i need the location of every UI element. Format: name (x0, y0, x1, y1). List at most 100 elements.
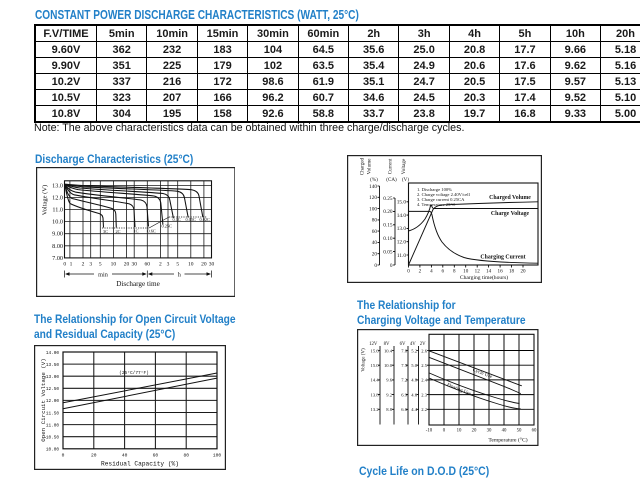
svg-text:(25°C/77°F): (25°C/77°F) (119, 370, 149, 376)
svg-text:50: 50 (517, 429, 522, 434)
svg-text:2.6: 2.6 (421, 348, 427, 353)
svg-text:2.4: 2.4 (421, 378, 427, 383)
svg-text:-10: -10 (426, 429, 433, 434)
svg-text:30: 30 (208, 262, 214, 268)
svg-text:140: 140 (369, 184, 377, 190)
svg-text:4: 4 (430, 269, 433, 275)
svg-text:0: 0 (443, 429, 446, 434)
svg-text:6.6: 6.6 (401, 407, 407, 412)
svg-text:Residual Capacity (%): Residual Capacity (%) (101, 461, 179, 468)
svg-text:80: 80 (372, 218, 378, 224)
svg-text:Discharge time: Discharge time (116, 280, 160, 288)
svg-text:6: 6 (442, 269, 445, 275)
svg-text:15.0: 15.0 (397, 200, 407, 206)
svg-text:7.2: 7.2 (401, 378, 407, 383)
svg-text:13.0: 13.0 (397, 226, 407, 232)
svg-text:14.0: 14.0 (397, 213, 407, 219)
svg-text:40: 40 (372, 240, 378, 246)
svg-text:0.1C: 0.1C (172, 217, 180, 222)
svg-text:20: 20 (91, 453, 97, 459)
svg-text:1C: 1C (133, 229, 138, 234)
svg-text:15.0: 15.0 (371, 363, 380, 368)
svg-text:0: 0 (62, 453, 65, 459)
svg-text:Voltage (V): Voltage (V) (41, 185, 48, 215)
svg-text:(%): (%) (370, 176, 378, 183)
svg-text:4.6: 4.6 (411, 392, 417, 397)
svg-text:60: 60 (144, 262, 150, 268)
svg-text:11.0: 11.0 (52, 207, 63, 214)
svg-text:3C: 3C (103, 229, 108, 234)
svg-text:(V): (V) (402, 176, 409, 183)
svg-text:0.25: 0.25 (383, 196, 393, 202)
svg-text:0: 0 (390, 263, 393, 269)
svg-text:12.0: 12.0 (52, 195, 63, 202)
svg-text:(CA): (CA) (386, 176, 397, 183)
svg-text:13.8: 13.8 (371, 392, 380, 397)
svg-text:40: 40 (122, 453, 128, 459)
svg-text:Charged Volume: Charged Volume (489, 195, 531, 201)
svg-text:min: min (98, 271, 108, 278)
svg-text:14: 14 (486, 269, 492, 275)
svg-text:Voltage: Voltage (401, 158, 407, 174)
svg-text:10: 10 (188, 262, 194, 268)
svg-text:15.6: 15.6 (371, 348, 380, 353)
svg-text:0.05: 0.05 (383, 249, 393, 255)
svg-text:100: 100 (213, 453, 222, 459)
svg-text:11.0: 11.0 (397, 253, 406, 259)
svg-text:7.00: 7.00 (52, 255, 63, 262)
svg-text:40: 40 (502, 429, 507, 434)
svg-text:0: 0 (407, 269, 410, 275)
svg-text:0.20: 0.20 (383, 209, 393, 215)
svg-text:7.8: 7.8 (401, 348, 407, 353)
svg-text:8.00: 8.00 (52, 243, 63, 250)
svg-text:2V: 2V (420, 342, 426, 347)
svg-text:4.8: 4.8 (411, 378, 417, 383)
svg-text:8V: 8V (384, 342, 390, 347)
svg-text:Temperature (°C): Temperature (°C) (488, 437, 527, 444)
svg-text:11.50: 11.50 (46, 411, 60, 416)
svg-text:11.00: 11.00 (46, 423, 60, 428)
svg-text:20: 20 (201, 262, 207, 268)
svg-text:20: 20 (472, 429, 477, 434)
svg-text:7.5: 7.5 (401, 363, 407, 368)
svg-text:10.4: 10.4 (384, 348, 393, 353)
svg-text:5.0: 5.0 (411, 363, 417, 368)
svg-text:20: 20 (372, 252, 378, 258)
svg-text:Charging Current: Charging Current (480, 254, 525, 260)
svg-text:0: 0 (374, 263, 377, 269)
svg-text:8.8: 8.8 (386, 407, 392, 412)
svg-text:3. Charge current 0.25CA: 3. Charge current 0.25CA (417, 197, 465, 202)
svg-text:5: 5 (176, 262, 179, 268)
svg-text:60: 60 (532, 429, 537, 434)
svg-text:3: 3 (166, 262, 169, 268)
svg-text:2. Charge voltage 2.40V/cell: 2. Charge voltage 2.40V/cell (417, 192, 471, 197)
svg-text:h: h (177, 271, 181, 278)
svg-text:Voltage (V): Voltage (V) (362, 348, 367, 372)
svg-text:Charged: Charged (360, 157, 366, 175)
svg-text:3: 3 (89, 262, 92, 268)
svg-text:100: 100 (369, 206, 377, 212)
svg-text:6V: 6V (400, 342, 406, 347)
svg-text:20: 20 (123, 262, 129, 268)
svg-text:12.00: 12.00 (46, 399, 60, 404)
svg-text:4V: 4V (410, 342, 416, 347)
svg-text:0.05C: 0.05C (185, 217, 196, 222)
svg-text:9.2: 9.2 (386, 392, 392, 397)
svg-text:12.50: 12.50 (46, 387, 60, 392)
svg-text:20: 20 (520, 269, 526, 275)
svg-text:9.00: 9.00 (52, 231, 63, 238)
svg-text:10.00: 10.00 (46, 448, 60, 453)
svg-text:10: 10 (463, 269, 469, 275)
svg-text:80: 80 (183, 453, 189, 459)
svg-text:2: 2 (419, 269, 422, 275)
svg-text:2: 2 (159, 262, 162, 268)
svg-text:9.6: 9.6 (386, 378, 392, 383)
svg-text:Charging time(hours): Charging time(hours) (460, 274, 508, 281)
svg-text:Charge Voltage: Charge Voltage (491, 211, 530, 217)
svg-text:2.3: 2.3 (421, 392, 427, 397)
svg-text:13.0: 13.0 (52, 182, 63, 189)
svg-text:30: 30 (487, 429, 492, 434)
svg-text:2.2: 2.2 (421, 407, 427, 412)
svg-text:13.50: 13.50 (46, 363, 60, 368)
svg-text:1: 1 (69, 262, 72, 268)
